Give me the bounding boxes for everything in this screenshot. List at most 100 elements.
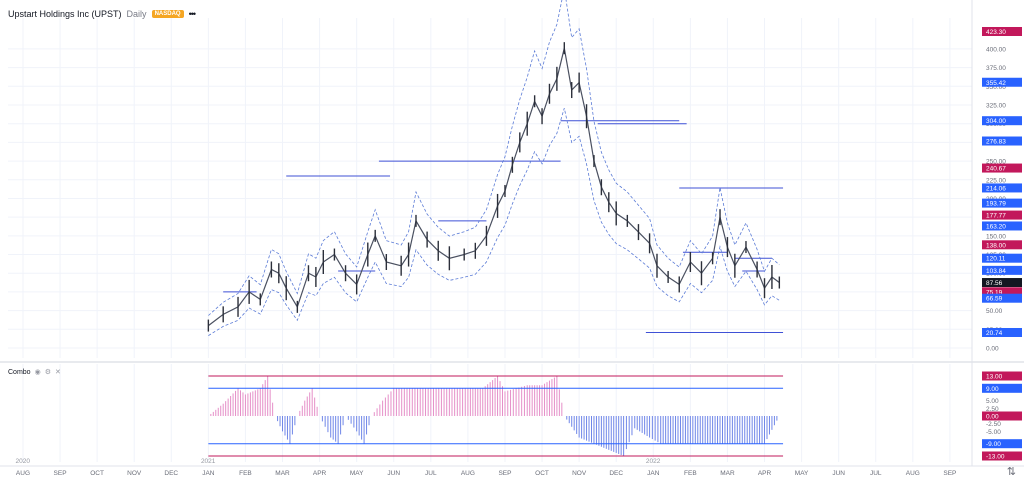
eye-icon[interactable]: ◉	[34, 369, 41, 376]
price-badge	[982, 26, 1022, 36]
price-axis[interactable]: 400.00375.00350.00325.00300.00275.00250.…	[982, 26, 1022, 353]
price-badge	[982, 265, 1022, 275]
time-tick-label: OCT	[535, 470, 549, 477]
price-badge-label: 138.00	[986, 242, 1006, 249]
indicator-badge-label: 9.00	[986, 386, 999, 393]
price-badge-label: 66.59	[986, 296, 1003, 303]
indicator-badge	[982, 383, 1022, 393]
price-badge-label: 103.84	[986, 268, 1006, 275]
indicator-badge-label: -9.00	[986, 441, 1001, 448]
price-badge-label: 87.56	[986, 280, 1003, 287]
time-tick-label: AUG	[16, 470, 30, 477]
time-tick-label: AUG	[461, 470, 475, 477]
indicator-badge-label: 0.00	[986, 414, 999, 421]
time-tick-label: FEB	[239, 470, 252, 477]
indicator-badge-label: 13.00	[986, 374, 1003, 381]
time-tick-label: MAR	[720, 470, 735, 477]
indicator-badge	[982, 411, 1022, 421]
time-tick-label: DEC	[164, 470, 178, 477]
time-tick-label: APR	[313, 470, 327, 477]
price-badge	[982, 293, 1022, 303]
indicator-name[interactable]: Combo	[8, 368, 31, 376]
time-tick-label: JUN	[832, 470, 845, 477]
price-tick-label: 375.00	[986, 65, 1006, 72]
year-label: 2021	[201, 458, 216, 465]
horizontal-levels	[223, 120, 784, 334]
price-badge-label: 75.19	[986, 289, 1003, 296]
price-tick-label: 150.00	[986, 233, 1006, 240]
time-tick-label: SEP	[54, 470, 67, 477]
price-badge-label: 214.06	[986, 185, 1006, 192]
price-badge-label: 120.11	[986, 256, 1006, 263]
close-icon[interactable]: ✕	[54, 369, 61, 376]
price-badge	[982, 221, 1022, 231]
price-badge	[982, 240, 1022, 250]
price-badge-label: 423.30	[986, 29, 1006, 36]
timeframe-label: Daily	[126, 9, 147, 19]
time-tick-label: APR	[758, 470, 772, 477]
grid-lines	[8, 18, 972, 462]
price-tick-label: 325.00	[986, 102, 1006, 109]
upper-envelope	[208, 0, 780, 316]
time-tick-label: OCT	[90, 470, 104, 477]
time-tick-label: JAN	[647, 470, 660, 477]
axis-settings-icon[interactable]: ⇅	[1006, 466, 1016, 478]
indicator-badge-label: -13.00	[986, 454, 1005, 461]
symbol-title[interactable]: Upstart Holdings Inc (UPST)	[8, 9, 122, 19]
price-badge	[982, 198, 1022, 208]
price-tick-label: 50.00	[986, 308, 1003, 315]
price-tick-label: 0.00	[986, 346, 999, 353]
price-badge	[982, 210, 1022, 220]
indicator-series	[210, 376, 778, 456]
year-label: 2022	[646, 458, 661, 465]
chart-legend: Upstart Holdings Inc (UPST) Daily NASDAQ…	[8, 9, 197, 19]
indicator-badge	[982, 439, 1022, 449]
price-badge-label: 276.83	[986, 139, 1006, 146]
indicator-tick-label: -2.50	[986, 421, 1001, 428]
price-badge	[982, 327, 1022, 337]
time-tick-label: JUN	[387, 470, 400, 477]
time-tick-label: FEB	[684, 470, 697, 477]
price-badge	[982, 163, 1022, 173]
time-tick-label: AUG	[906, 470, 920, 477]
price-badge-label: 20.74	[986, 330, 1003, 337]
price-series	[207, 0, 781, 336]
price-tick-label: 250.00	[986, 159, 1006, 166]
time-tick-label: NOV	[127, 470, 142, 477]
price-tick-label: 225.00	[986, 177, 1006, 184]
gear-icon[interactable]: ⚙	[44, 369, 51, 376]
time-tick-label: JUL	[870, 470, 882, 477]
indicator-tick-label: -5.00	[986, 429, 1001, 436]
time-tick-label: MAY	[350, 470, 364, 477]
time-tick-label: JUL	[425, 470, 437, 477]
exchange-badge: NASDAQ	[151, 10, 184, 18]
indicator-tick-label: 2.50	[986, 406, 999, 413]
price-badge	[982, 287, 1022, 297]
pane-separator	[0, 0, 1024, 467]
price-line	[208, 48, 780, 327]
price-badge-label: 163.20	[986, 223, 1006, 230]
time-tick-label: MAY	[795, 470, 809, 477]
more-options-icon[interactable]: •••	[188, 9, 197, 19]
time-tick-label: MAR	[275, 470, 290, 477]
price-badge	[982, 183, 1022, 193]
price-badge	[982, 116, 1022, 126]
price-badge-label: 177.77	[986, 213, 1006, 220]
year-label: 2020	[16, 458, 31, 465]
time-tick-label: JAN	[202, 470, 215, 477]
price-tick-label: 400.00	[986, 46, 1006, 53]
indicator-badge	[982, 371, 1022, 381]
price-badge-label: 193.79	[986, 201, 1006, 208]
time-tick-label: NOV	[572, 470, 587, 477]
indicator-threshold-lines	[208, 375, 784, 457]
price-badge	[982, 278, 1022, 288]
price-badge-label: 355.42	[986, 80, 1006, 87]
price-badge-label: 304.00	[986, 118, 1006, 125]
indicator-legend: Combo ◉ ⚙ ✕	[8, 368, 61, 377]
time-axis[interactable]: AUG SEP OCT NOV DEC JAN FEB MAR APR MAY JUN JUL AUG S…	[16, 458, 957, 477]
time-tick-label: SEP	[943, 470, 956, 477]
indicator-badge	[982, 451, 1022, 461]
indicator-axis[interactable]: 13.00 9.00 5.002.500.00-2.50-5.00 -9.00 -13.…	[982, 371, 1022, 461]
time-tick-label: DEC	[609, 470, 623, 477]
